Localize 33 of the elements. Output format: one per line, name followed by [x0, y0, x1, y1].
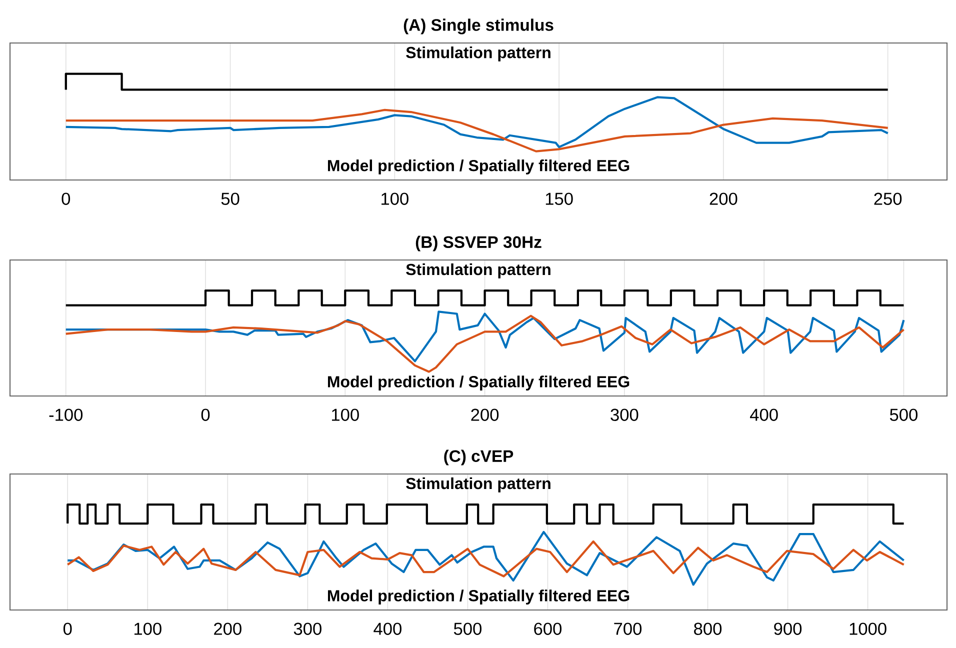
x-tick-label: 700: [614, 622, 642, 635]
x-tick-label: 150: [546, 192, 573, 205]
x-tick-label: -100: [49, 408, 83, 421]
x-tick-label: 0: [62, 192, 70, 205]
text: Stimulation pattern: [406, 263, 550, 278]
x-tick-label: 100: [332, 408, 359, 421]
x-tick-label: 50: [221, 192, 240, 205]
x-tick-label: 400: [750, 408, 778, 421]
x-tick-label: 200: [214, 622, 242, 635]
x-tick-label: 400: [374, 622, 402, 635]
annotation: Model prediction / Spatially filtered EEG: [328, 590, 630, 605]
x-tick-label: 800: [694, 622, 722, 635]
x-tick-label: 200: [710, 192, 738, 205]
x-tick-label: 100: [134, 622, 162, 635]
x-tick-label: 300: [610, 408, 638, 421]
chart-title: (C) cVEP: [444, 450, 514, 466]
x-tick-label: 900: [774, 622, 802, 635]
x-tick-label: 500: [890, 408, 918, 421]
text: Stimulation pattern: [406, 477, 550, 492]
x-tick-label: 600: [534, 622, 562, 635]
x-tick-label: 100: [382, 192, 408, 205]
x-tick-label: 0: [201, 408, 210, 421]
chart-title: (A) Single stimulus: [404, 18, 554, 34]
x-tick-label: 200: [471, 408, 499, 421]
x-tick-label: 250: [874, 192, 902, 205]
chart-title: (B) SSVEP 30Hz: [416, 236, 542, 252]
x-tick-label: 500: [454, 622, 482, 635]
annotation: Model prediction / Spatially filtered EEG: [328, 160, 630, 174]
annotation: Model prediction / Spatially filtered EEG: [328, 376, 630, 391]
text: Stimulation pattern: [406, 46, 550, 62]
x-tick-label: 1000: [850, 622, 886, 635]
x-tick-label: 0: [63, 622, 72, 635]
x-tick-label: 300: [294, 622, 322, 635]
